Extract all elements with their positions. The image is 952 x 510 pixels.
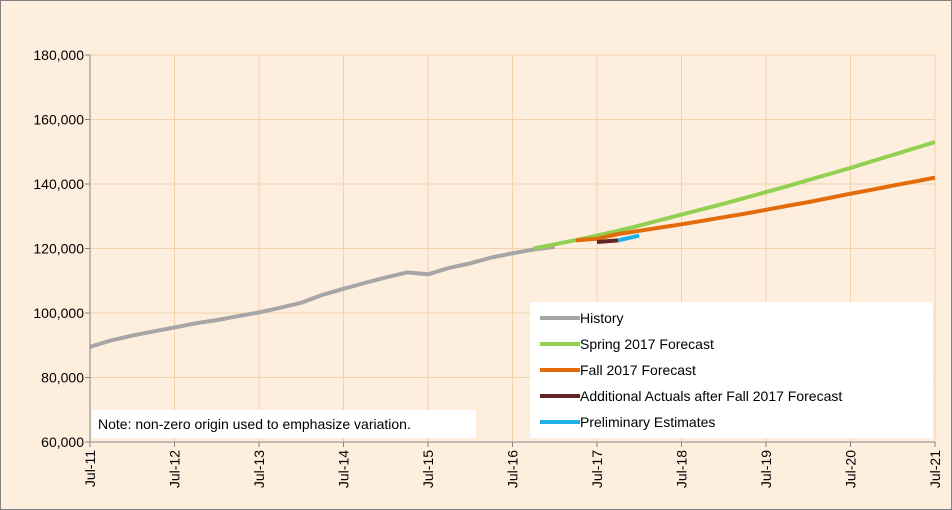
y-tick-label: 80,000 [41,370,84,386]
legend-label: Preliminary Estimates [580,414,715,430]
series-line [596,238,619,244]
lines [89,140,936,349]
y-tick-label: 60,000 [41,434,84,450]
note-box [92,410,476,438]
y-tick-label: 140,000 [33,176,84,192]
legend-box [530,302,933,438]
series-line [575,175,936,243]
series-line [617,233,640,243]
legend: History Spring 2017 Forecast Fall 2017 For… [92,302,933,438]
x-tick-label: Jul-14 [336,450,352,488]
legend-label: History [580,310,624,326]
x-tick-label: Jul-15 [420,450,436,488]
x-tick-label: Jul-18 [674,450,690,488]
x-tick-label: Jul-11 [82,450,98,487]
series-line [533,140,936,251]
x-tick-label: Jul-13 [251,450,267,488]
legend-label: Spring 2017 Forecast [580,336,714,352]
x-tick-label: Jul-19 [758,450,774,488]
y-tick-label: 180,000 [33,47,84,63]
legend-label: Additional Actuals after Fall 2017 Forec… [580,388,842,404]
y-tick-label: 160,000 [33,112,84,128]
x-tick-label: Jul-16 [505,450,521,488]
note: Note: non-zero origin used to emphasize … [98,416,411,432]
y-tick-label: 120,000 [33,241,84,257]
x-tick-label: Jul-21 [927,450,943,488]
x-tick-label: Jul-20 [843,450,859,488]
series-line [89,244,556,349]
y-tick-label: 100,000 [33,305,84,321]
x-tick-label: Jul-17 [589,450,605,488]
x-tick-label: Jul-12 [167,450,183,488]
legend-label: Fall 2017 Forecast [580,362,696,378]
axes: 60,000 80,000 100,000 120,000 140,000 160,000… [33,47,943,488]
